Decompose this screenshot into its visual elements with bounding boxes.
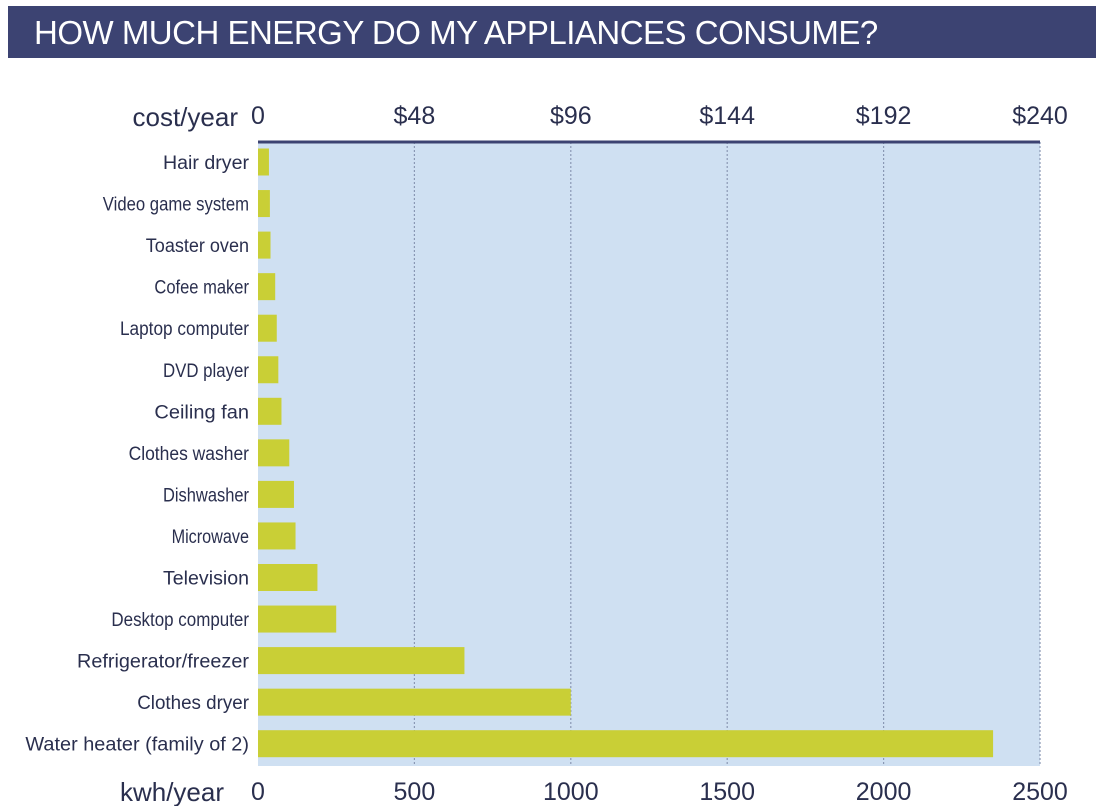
kwh-tick-label: 2000 <box>856 778 912 806</box>
bar <box>258 356 279 384</box>
chart-title: HOW MUCH ENERGY DO MY APPLIANCES CONSUME… <box>34 14 878 51</box>
category-label: Water heater (family of 2) <box>25 735 249 756</box>
bar <box>258 564 318 591</box>
category-label: Dishwasher <box>163 485 250 506</box>
kwh-tick-label: 2500 <box>1012 778 1068 806</box>
title-bar: HOW MUCH ENERGY DO MY APPLIANCES CONSUME… <box>8 6 1096 58</box>
bars <box>258 148 994 758</box>
category-label: Laptop computer <box>120 319 250 340</box>
cost-tick-label: $48 <box>394 102 436 130</box>
cost-tick-label: $96 <box>550 102 592 130</box>
kwh-tick-label: 1500 <box>699 778 755 806</box>
category-label: Clothes dryer <box>137 693 249 714</box>
category-label: Desktop computer <box>111 610 249 631</box>
bar <box>258 730 994 758</box>
kwh-tick-label: 1000 <box>543 778 599 806</box>
bar <box>258 522 296 550</box>
cost-axis-label: cost/year <box>133 102 239 132</box>
category-label: Refrigerator/freezer <box>77 652 250 673</box>
bar <box>258 647 465 675</box>
category-label: Microwave <box>172 527 249 548</box>
bar <box>258 439 290 467</box>
kwh-tick-label: 500 <box>394 778 436 806</box>
category-label: Video game system <box>103 195 249 216</box>
bar <box>258 605 337 633</box>
category-label: Hair dryer <box>163 153 250 174</box>
bar <box>258 314 277 342</box>
bar <box>258 148 269 176</box>
kwh-axis-label: kwh/year <box>120 777 224 806</box>
cost-tick-label: $240 <box>1012 102 1068 130</box>
cost-tick-label: $192 <box>856 102 912 130</box>
category-label: Ceiling fan <box>154 402 249 423</box>
bar <box>258 190 270 218</box>
bar <box>258 688 571 716</box>
top-tick-labels: 0 $48 $96 $144 $192 $240 <box>251 102 1068 130</box>
category-label: Clothes washer <box>129 444 250 465</box>
category-label: Cofee maker <box>154 278 249 299</box>
bar <box>258 480 294 508</box>
bar <box>258 231 271 259</box>
category-label: Toaster oven <box>146 236 249 257</box>
kwh-tick-label: 0 <box>251 778 265 806</box>
category-label: Television <box>163 569 249 590</box>
category-label: DVD player <box>163 361 250 382</box>
bar <box>258 397 282 425</box>
bar <box>258 273 276 301</box>
bottom-tick-labels: 0 500 1000 1500 2000 2500 <box>251 778 1068 806</box>
cost-tick-label: 0 <box>251 102 265 130</box>
cost-tick-label: $144 <box>699 102 755 130</box>
category-labels: Hair dryer Video game system Toaster oven C… <box>25 153 249 756</box>
